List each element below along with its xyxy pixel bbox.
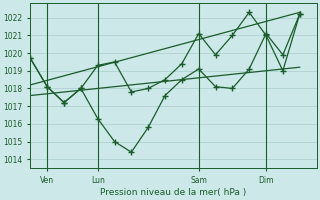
X-axis label: Pression niveau de la mer( hPa ): Pression niveau de la mer( hPa ) (100, 188, 247, 197)
